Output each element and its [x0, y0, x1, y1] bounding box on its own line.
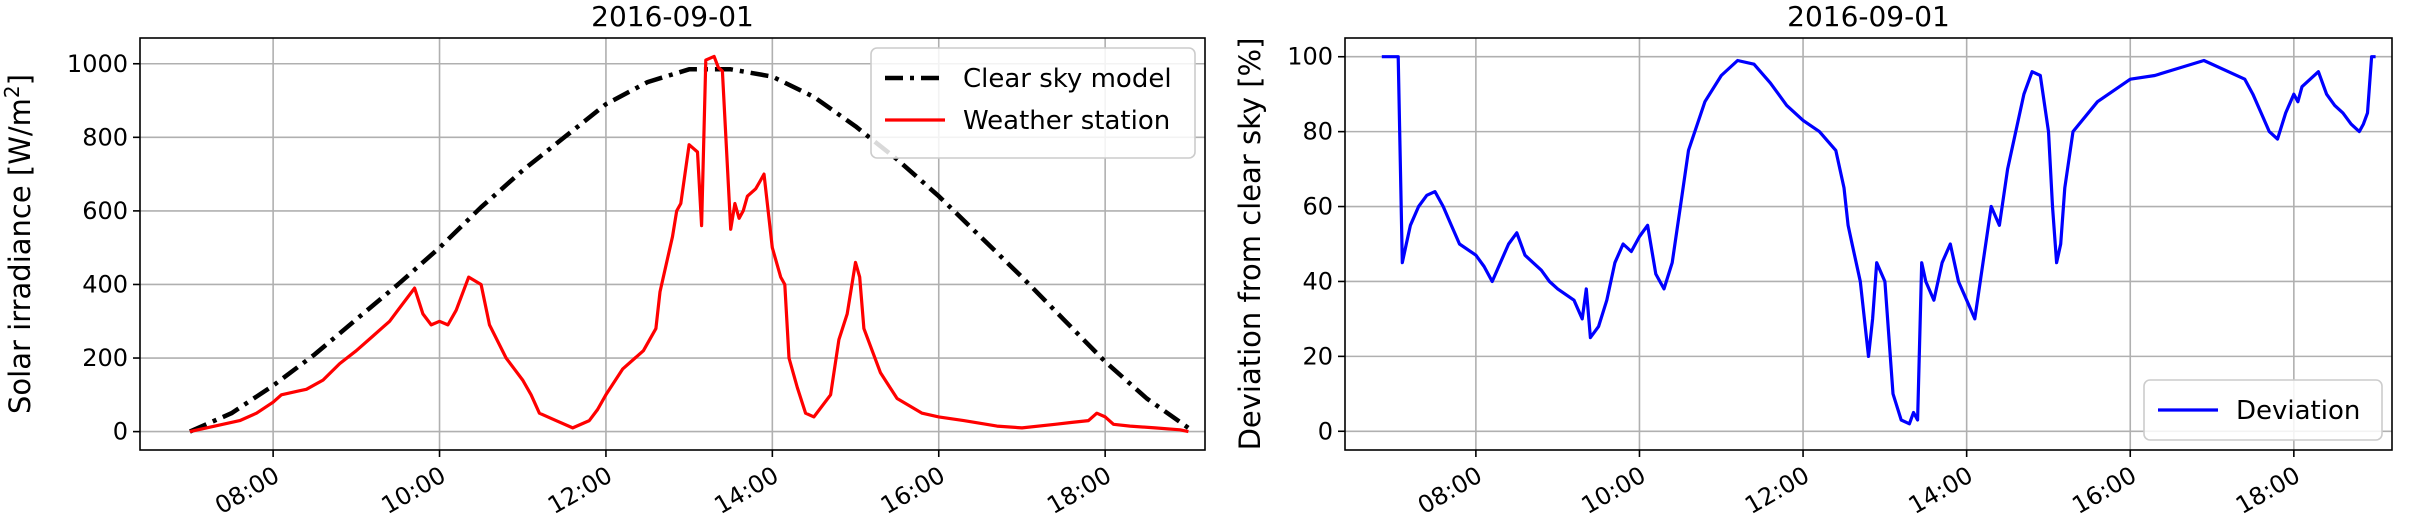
legend: Clear sky model Weather station [870, 47, 1196, 159]
series-line-1 [188, 67, 1190, 434]
legend: Deviation [2143, 379, 2383, 441]
y-tick-label: 80 [1302, 118, 1333, 146]
axes-frame [139, 37, 1206, 451]
legend-box [2143, 379, 2383, 441]
y-axis-label: Deviation from clear sky [%] [1233, 38, 1267, 451]
y-tick-label: 600 [82, 197, 128, 225]
series-line-2 [189, 54, 1189, 434]
legend-label: Weather station [963, 106, 1170, 136]
y-tick-label: 0 [113, 418, 128, 446]
y-tick-label: 60 [1302, 193, 1333, 221]
y-tick-label: 20 [1302, 342, 1333, 370]
axes-frame [1344, 37, 2393, 451]
y-tick-label: 800 [82, 123, 128, 151]
chart-panel-1: 08:00 10:00 12:00 14:00 16:00 18:000200400600… [0, 0, 1206, 520]
y-axis-label: Solar irradiance [W/m2] [0, 74, 37, 414]
series-line-1 [1381, 55, 2376, 426]
chart-title: 2016-09-01 [591, 0, 754, 33]
y-tick-label: 400 [82, 270, 128, 298]
legend-label: Deviation [2236, 396, 2360, 426]
y-tick-label: 40 [1302, 267, 1333, 295]
y-tick-label: 0 [1318, 417, 1333, 445]
y-tick-label: 200 [82, 344, 128, 372]
legend-box [870, 47, 1196, 159]
chart-title: 2016-09-01 [1787, 0, 1950, 33]
y-tick-label: 100 [1287, 43, 1333, 71]
y-tick-label: 1000 [67, 50, 128, 78]
chart-panel-2: 08:00 10:00 12:00 14:00 16:00 18:000204060801… [1233, 0, 2393, 520]
legend-label: Clear sky model [963, 64, 1172, 94]
